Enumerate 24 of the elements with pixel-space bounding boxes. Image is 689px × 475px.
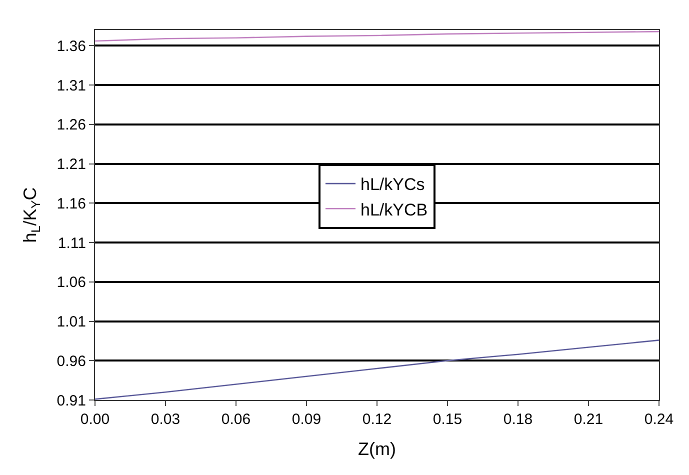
x-tick-label: 0.24 [644, 411, 674, 428]
legend-label: hL/kYCs [360, 175, 425, 194]
x-tick-label: 0.15 [432, 411, 462, 428]
legend-label: hL/kYCB [360, 200, 428, 220]
y-tick-label: 0.91 [56, 392, 86, 410]
x-axis-title: Z(m) [358, 439, 396, 460]
y-tick-label: 1.11 [58, 234, 86, 252]
x-tick-label: 0.06 [221, 411, 251, 428]
line-series [95, 30, 659, 42]
y-tick-label: 1.26 [56, 116, 86, 134]
x-tick-label: 0.09 [292, 411, 322, 428]
y-tick-label: 1.16 [56, 195, 86, 212]
y-tick-label: 1.06 [56, 274, 86, 292]
x-tick-label: 0.12 [362, 411, 392, 428]
y-tick-label: 1.21 [56, 156, 86, 174]
x-tick-label: 0.21 [574, 411, 604, 428]
y-tick-label: 1.36 [56, 38, 86, 55]
y-tick-label: 1.01 [56, 314, 86, 331]
x-tick-label: 0.03 [150, 411, 180, 428]
x-tick-label: 0.00 [80, 411, 110, 428]
x-tick-label: 0.18 [503, 411, 533, 428]
y-tick-label: 0.96 [56, 352, 86, 370]
line-series [95, 340, 659, 400]
y-tick-label: 1.31 [56, 77, 86, 94]
